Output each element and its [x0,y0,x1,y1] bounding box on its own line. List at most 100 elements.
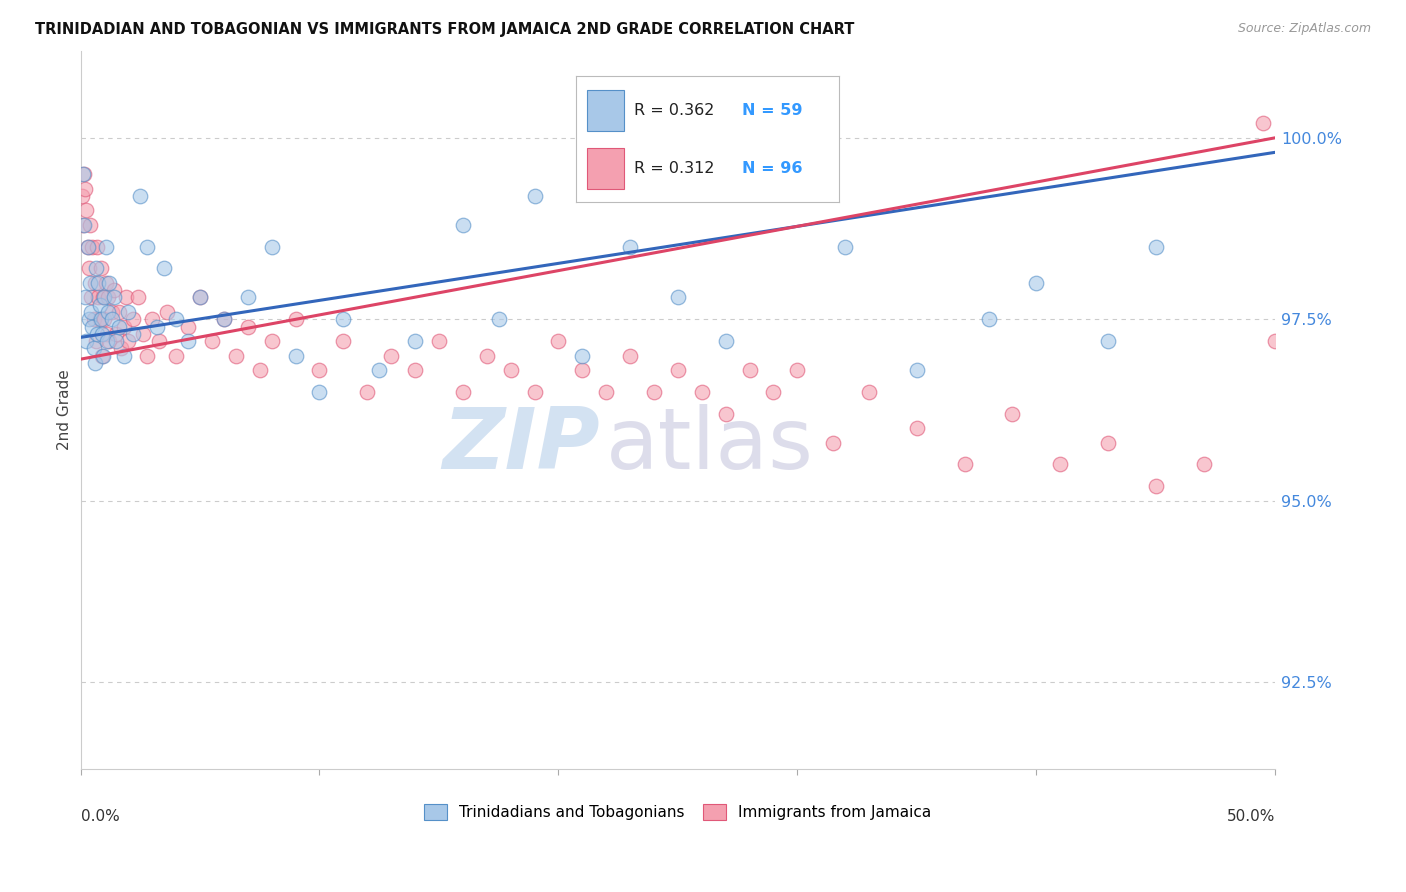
Y-axis label: 2nd Grade: 2nd Grade [58,369,72,450]
Point [89,312,111,326]
Point [89,298,111,312]
Point [475,349,498,363]
Point [103,290,125,304]
Point [332,334,354,348]
Point [73,167,96,181]
Point [100,312,122,326]
Point [141,312,163,326]
Point [619,349,641,363]
Point [129,189,152,203]
Point [308,363,330,377]
Point [80,305,103,319]
Point [148,334,170,348]
Point [260,334,283,348]
Point [1097,435,1119,450]
Point [188,290,211,304]
Point [80,290,103,304]
Point [547,334,569,348]
Point [72,218,94,232]
Point [86,240,108,254]
Text: TRINIDADIAN AND TOBAGONIAN VS IMMIGRANTS FROM JAMAICA 2ND GRADE CORRELATION CHAR: TRINIDADIAN AND TOBAGONIAN VS IMMIGRANTS… [35,22,855,37]
Point [86,326,108,341]
Point [905,421,928,435]
Point [100,305,122,319]
Point [1025,276,1047,290]
Point [94,240,117,254]
Point [94,276,117,290]
Point [1001,407,1024,421]
Point [122,326,145,341]
Point [87,276,110,290]
Text: ZIP: ZIP [443,404,600,487]
Point [76,203,98,218]
Point [155,305,177,319]
Point [488,312,510,326]
Point [451,384,474,399]
Point [595,384,617,399]
Point [834,240,856,254]
Point [690,384,713,399]
Point [112,319,135,334]
Point [236,290,259,304]
Point [1144,240,1167,254]
Point [201,334,224,348]
Point [97,305,120,319]
Point [83,312,105,326]
Point [177,334,200,348]
Point [76,240,98,254]
Point [188,290,211,304]
Point [131,326,153,341]
Text: 50.0%: 50.0% [1227,809,1275,824]
Point [91,349,114,363]
Point [1192,458,1215,472]
Point [127,290,149,304]
Point [977,312,1000,326]
Point [236,319,259,334]
Point [1251,116,1274,130]
Point [523,189,546,203]
Point [83,356,105,370]
Point [212,312,235,326]
Point [73,218,96,232]
Point [105,326,128,341]
Point [75,290,97,304]
Point [666,290,689,304]
Point [79,276,101,290]
Point [107,305,129,319]
Point [571,349,593,363]
Point [117,305,139,319]
Point [84,261,107,276]
Point [87,290,110,304]
Point [427,334,450,348]
Point [499,363,522,377]
Point [762,167,785,181]
Point [858,384,880,399]
Point [1097,334,1119,348]
Point [225,349,247,363]
Point [105,334,128,348]
Point [666,363,689,377]
Point [83,276,105,290]
Point [643,384,665,399]
Point [786,363,808,377]
Point [953,458,976,472]
Point [404,334,426,348]
Point [738,363,761,377]
Point [107,319,129,334]
Text: Source: ZipAtlas.com: Source: ZipAtlas.com [1237,22,1371,36]
Point [97,290,120,304]
Point [82,319,104,334]
Point [103,283,125,297]
Point [165,349,187,363]
Point [905,363,928,377]
Point [308,384,330,399]
Point [451,218,474,232]
Point [83,341,105,355]
Point [72,167,94,181]
Point [93,290,115,304]
Point [380,349,402,363]
Point [82,240,104,254]
Point [714,407,737,421]
Point [117,334,139,348]
Point [714,334,737,348]
